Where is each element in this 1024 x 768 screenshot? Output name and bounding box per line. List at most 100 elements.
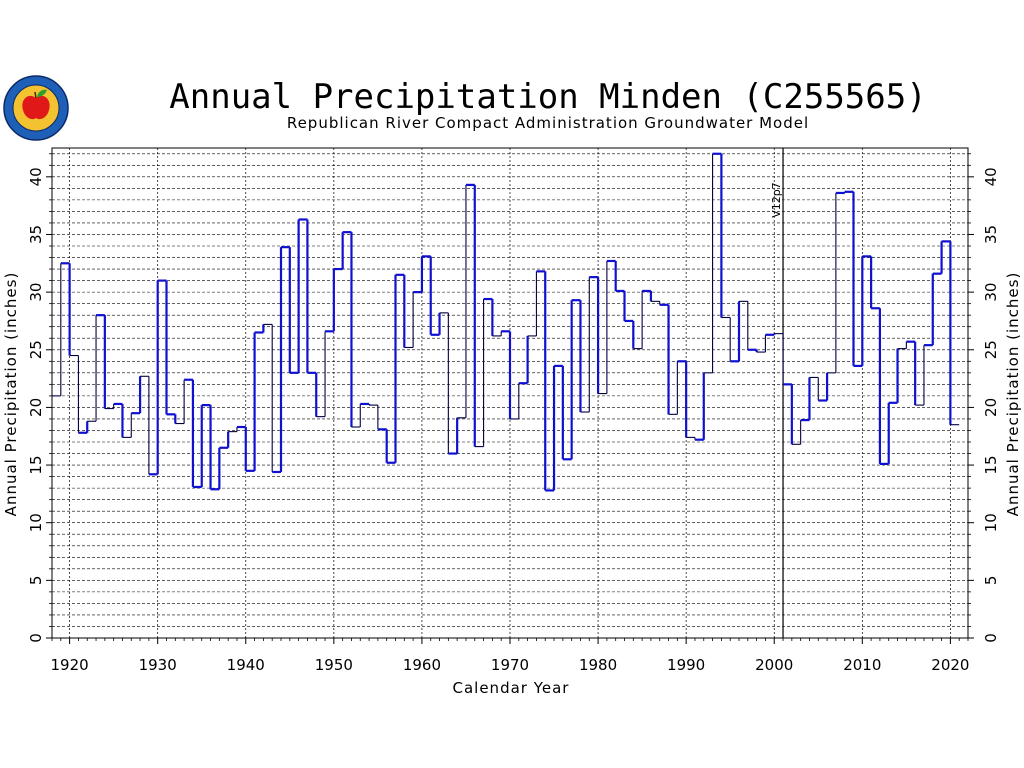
year-step xyxy=(184,378,195,487)
year-step xyxy=(712,152,723,318)
year-step xyxy=(871,307,882,464)
y-tick-label-left: 5 xyxy=(27,576,45,586)
y-tick-label-left: 25 xyxy=(27,340,45,359)
y-tick-label-left: 15 xyxy=(27,456,45,475)
year-step xyxy=(272,247,283,474)
x-tick-label: 1940 xyxy=(227,656,265,674)
year-step xyxy=(686,436,696,440)
year-step xyxy=(52,263,62,397)
year-step xyxy=(844,190,855,366)
year-step xyxy=(747,348,758,353)
year-step xyxy=(78,421,89,434)
year-step xyxy=(395,273,406,348)
year-step xyxy=(483,297,494,336)
year-step xyxy=(536,270,547,491)
year-step xyxy=(87,315,97,422)
year-step xyxy=(739,300,749,350)
year-step xyxy=(818,372,829,402)
year-step xyxy=(580,277,590,413)
year-step xyxy=(650,300,661,305)
year-step xyxy=(598,260,608,395)
year-step xyxy=(906,340,917,406)
x-tick-label: 1970 xyxy=(491,656,529,674)
year-step xyxy=(897,341,907,350)
year-step xyxy=(721,316,731,362)
year-step xyxy=(862,255,873,309)
year-step xyxy=(219,431,230,449)
year-step xyxy=(589,276,600,394)
year-step xyxy=(245,332,256,472)
year-step xyxy=(730,301,741,363)
y-tick-label-right: 40 xyxy=(982,167,1000,186)
year-step xyxy=(333,232,344,271)
year-step xyxy=(510,383,520,420)
chart-subtitle: Republican River Compact Administration … xyxy=(287,114,809,132)
year-step xyxy=(827,192,837,374)
year-step xyxy=(254,324,265,334)
y-tick-label-left: 30 xyxy=(27,283,45,302)
year-step xyxy=(668,361,678,415)
y-axis-label-left: Annual Precipitation (inches) xyxy=(2,272,20,517)
chart-title: Annual Precipitation Minden (C255565) xyxy=(169,77,926,117)
year-step xyxy=(756,334,766,353)
x-tick-label: 1980 xyxy=(579,656,617,674)
x-tick-label: 1920 xyxy=(51,656,89,674)
x-tick-label: 1990 xyxy=(667,656,705,674)
year-step xyxy=(853,256,864,368)
year-step xyxy=(915,345,925,406)
year-step xyxy=(430,312,441,336)
year-step xyxy=(783,383,793,445)
year-step xyxy=(404,292,414,349)
year-step xyxy=(236,425,247,471)
x-tick-label: 2020 xyxy=(931,656,969,674)
leaf-icon xyxy=(37,89,47,97)
year-step xyxy=(69,354,79,433)
year-step xyxy=(545,365,556,492)
year-step xyxy=(606,259,617,291)
year-step xyxy=(791,420,802,445)
year-step xyxy=(140,375,150,475)
x-tick-label: 1930 xyxy=(139,656,177,674)
x-tick-label: 2000 xyxy=(755,656,793,674)
year-step xyxy=(228,427,238,433)
x-tick-label: 2010 xyxy=(843,656,881,674)
year-step xyxy=(703,153,714,374)
year-step xyxy=(448,417,459,455)
year-step xyxy=(571,299,582,413)
year-step xyxy=(624,319,635,349)
year-step xyxy=(201,404,212,490)
y-tick-label-right: 20 xyxy=(982,398,1000,417)
year-step xyxy=(800,377,811,422)
year-step xyxy=(941,240,952,425)
year-step xyxy=(774,333,784,385)
year-step xyxy=(888,348,899,404)
year-step xyxy=(518,335,529,385)
year-step xyxy=(562,300,573,461)
year-step xyxy=(492,331,502,337)
y-tick-label-right: 0 xyxy=(982,633,1000,643)
year-step xyxy=(175,379,185,425)
year-step xyxy=(633,290,643,350)
year-step xyxy=(694,372,705,441)
series-layer xyxy=(52,152,960,492)
apple-icon xyxy=(22,95,50,120)
x-axis-label: Calendar Year xyxy=(453,679,570,697)
year-step xyxy=(642,289,653,302)
year-step xyxy=(166,413,177,424)
year-step xyxy=(377,428,388,463)
year-step xyxy=(148,280,159,476)
year-step xyxy=(677,360,688,438)
year-step xyxy=(307,371,318,417)
y-axis-label-right: Annual Precipitation (inches) xyxy=(1004,272,1022,517)
year-step xyxy=(835,191,846,195)
year-step xyxy=(325,269,335,333)
year-step xyxy=(113,402,124,438)
x-tick-label: 1960 xyxy=(403,656,441,674)
year-step xyxy=(369,404,379,430)
year-step xyxy=(879,402,890,466)
year-step xyxy=(413,256,424,294)
year-step xyxy=(342,231,353,428)
y-tick-label-left: 20 xyxy=(27,398,45,417)
year-step xyxy=(60,262,71,356)
